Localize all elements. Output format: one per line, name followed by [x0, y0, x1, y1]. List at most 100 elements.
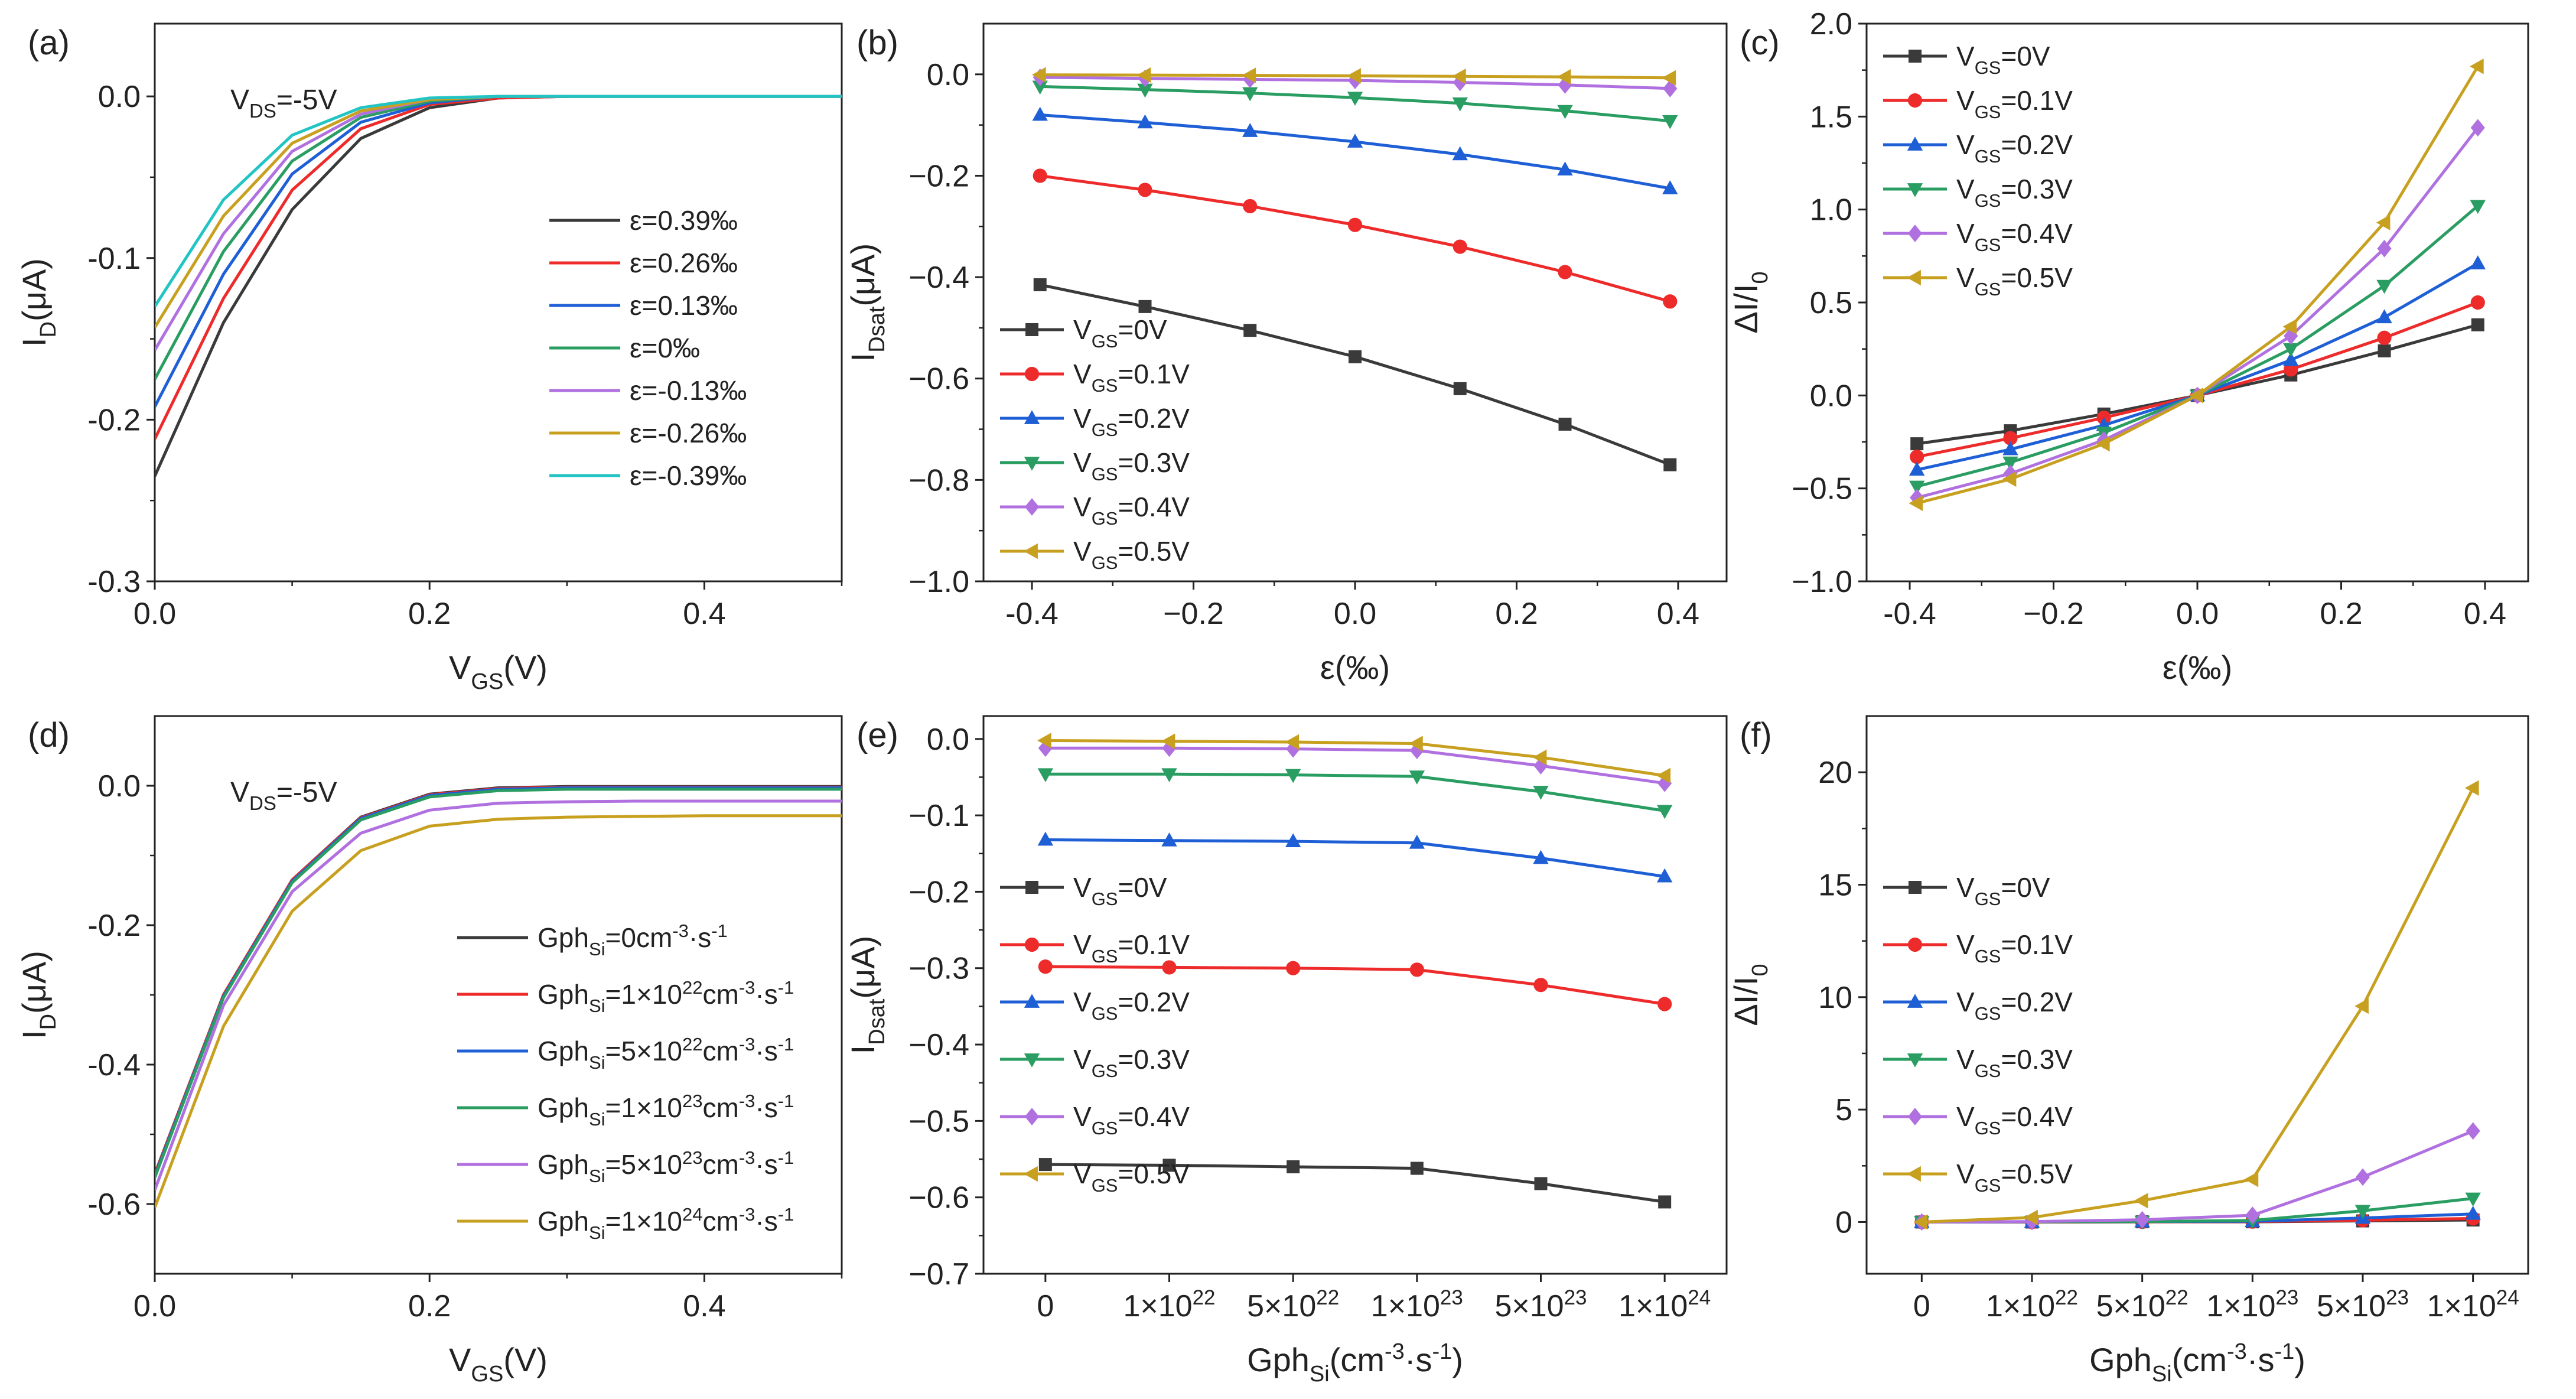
panel-a-label: (a) [28, 24, 70, 62]
panel-b-ytick-label: 0.0 [927, 58, 969, 92]
panel-b-series-2-line [1040, 113, 1670, 190]
panel-a-legend-label: ε=-0.26‰ [630, 418, 747, 448]
panel-e-series-0-point [1658, 1195, 1672, 1209]
panel-c-series-1-point [1910, 450, 1924, 464]
panel-c-legend-marker [1907, 225, 1923, 242]
panel-a-frame [154, 22, 843, 583]
panel-e-series-0-point [1287, 1160, 1300, 1173]
panel-f: (f) 0 5 10 15 20 0 1×1022 5×1022 1×1023 5×1023 1×10… [1727, 715, 2529, 1387]
panel-b-legend-marker [1024, 410, 1040, 424]
panel-d-legend-label: GphSi=5×1023cm-3·s-1 [538, 1147, 794, 1186]
panel-e-legend-label: VGS=0.5V [1073, 1159, 1190, 1196]
panel-e-ytick-label: −0.3 [908, 952, 969, 986]
panel-b-series-3-point [1557, 105, 1573, 119]
panel-f-legend-label: VGS=0V [1956, 872, 2050, 909]
panel-c-xtick-label: 0.4 [2464, 597, 2506, 631]
panel-e-legend-marker [1024, 994, 1040, 1008]
panel-a-ytick-label: -0.2 [87, 403, 141, 437]
panel-f-xlabel: GphSi(cm-3·s-1) [2089, 1339, 2305, 1387]
panel-f-series-5-point [2464, 780, 2479, 796]
panel-b-series-0-point [1663, 458, 1677, 471]
panel-b-ytick-label: −0.4 [908, 261, 969, 295]
panel-c-xtick-label: −0.2 [2023, 597, 2084, 631]
panel-f-series-5-point [2244, 1171, 2259, 1187]
panel-b-legend-label: VGS=0.4V [1073, 492, 1190, 529]
panel-f-legend-label: VGS=0.5V [1956, 1159, 2073, 1196]
panel-b-series-2-point [1032, 106, 1048, 121]
panel-b-series-3-point [1347, 92, 1363, 106]
panel-c-legend-label: VGS=0V [1956, 41, 2050, 78]
panel-b-series-1-point [1138, 183, 1152, 197]
panel-a-ytick-label: -0.3 [87, 565, 141, 599]
panel-f-ytick-label: 20 [1818, 756, 1852, 790]
panel-c-ytick-label: 2.0 [1810, 7, 1852, 41]
panel-c-legend-marker [1907, 136, 1923, 151]
panel-e-series-5-line [1045, 738, 1665, 777]
panel-b-series-3-point [1137, 83, 1153, 98]
panel-c-xlabel: ε(‰) [2163, 649, 2232, 686]
panel-e: (e) −0.7 −0.6 −0.5 −0.4 −0.3 −0.2 −0.1 0.0 0 1×102… [844, 715, 1728, 1387]
panel-c-legend-marker [1907, 269, 1921, 286]
panel-e-legend-label: VGS=0.2V [1073, 987, 1190, 1024]
panel-b-series-5-point [1347, 68, 1361, 84]
panel-d-legend-label: GphSi=1×1022cm-3·s-1 [538, 977, 794, 1016]
panel-c-xtick-label: 0.2 [2320, 597, 2362, 631]
panel-b-series-5-point [1452, 69, 1466, 84]
panel-e-series-0-point [1038, 1158, 1052, 1172]
panel-b-legend-label: VGS=0.2V [1073, 403, 1190, 440]
panel-e-series-1-point [1657, 997, 1672, 1011]
panel-e-legend: VGS=0V VGS=0.1V VGS=0.2V VGS=0.3V VGS=0.4V VG… [1000, 872, 1190, 1196]
panel-e-xtick-label: 1×1024 [1618, 1286, 1711, 1323]
panel-e-legend-marker [1024, 937, 1040, 952]
panel-b-series-2-point [1662, 180, 1678, 194]
panel-b-legend-label: VGS=0.5V [1073, 536, 1190, 573]
panel-b-series-0-point [1243, 324, 1257, 337]
panel-c-series-3-point [2470, 200, 2486, 214]
panel-b-series-3-point [1242, 87, 1258, 102]
panel-d-legend: GphSi=0cm-3·s-1 GphSi=1×1022cm-3·s-1 GphSi… [457, 920, 794, 1243]
panel-c-series-2-point [2002, 441, 2018, 456]
panel-e-series-1-point [1409, 962, 1424, 977]
panel-d-legend-label: GphSi=1×1023cm-3·s-1 [538, 1091, 794, 1130]
panel-a-ylabel: ID(μA) [15, 258, 61, 347]
panel-f-series-5-line [1922, 787, 2474, 1224]
panel-b-series-1-point [1453, 239, 1467, 254]
panel-f-legend-label: VGS=0.3V [1956, 1044, 2073, 1081]
panel-e-series-5-point [1409, 736, 1423, 751]
panel-a-legend-label: ε=0.13‰ [630, 290, 738, 321]
panel-c-series-5-point [2282, 318, 2297, 335]
panel-b-series-3-point [1662, 115, 1678, 129]
panel-f-xtick-label: 1×1023 [2206, 1286, 2298, 1323]
panel-a-series-6-line [155, 95, 842, 308]
panel-c-series-1-line [1916, 301, 2479, 458]
panel-f-xtick-label: 1×1024 [2427, 1286, 2519, 1323]
panel-f-legend-marker [1907, 994, 1923, 1008]
panel-b-xtick-label: 0.2 [1495, 597, 1538, 631]
panel-c-legend-label: VGS=0.5V [1956, 262, 2073, 300]
panel-d-ylabel: ID(μA) [15, 951, 61, 1039]
panel-c-series-3-point [2376, 279, 2392, 294]
panel-e-series-3-point [1161, 768, 1177, 783]
panel-e-series-1-line [1045, 965, 1665, 1006]
panel-e-xtick-label: 5×1023 [1494, 1286, 1587, 1323]
panel-e-series-3-point [1409, 770, 1425, 785]
panel-a-annotation: VDS=-5V [230, 84, 337, 122]
panel-b-series-0-point [1033, 278, 1047, 291]
panel-b-series-5-point [1242, 67, 1256, 83]
panel-a-legend-label: ε=0.39‰ [630, 205, 738, 236]
panel-e-legend-marker [1024, 1108, 1040, 1125]
panel-a-legend-label: ε=-0.39‰ [630, 460, 747, 491]
panel-e-series-0-point [1534, 1177, 1548, 1190]
panel-f-ytick-label: 10 [1818, 981, 1852, 1015]
panel-b-series-5-point [1556, 69, 1571, 85]
panel-c-xtick-label: -0.4 [1883, 597, 1936, 631]
panel-b-xtick-label: −0.2 [1163, 597, 1224, 631]
panel-b-series-0-point [1138, 300, 1152, 313]
panel-e-series-4-point [1162, 739, 1177, 757]
panel-b-series-4-point [1347, 71, 1363, 89]
panel-f-series-4-point [2466, 1122, 2480, 1140]
panel-a-series-2-line [155, 95, 842, 408]
panel-c-series-5-point [2002, 471, 2017, 487]
panel-b-series-2-point [1557, 161, 1573, 176]
